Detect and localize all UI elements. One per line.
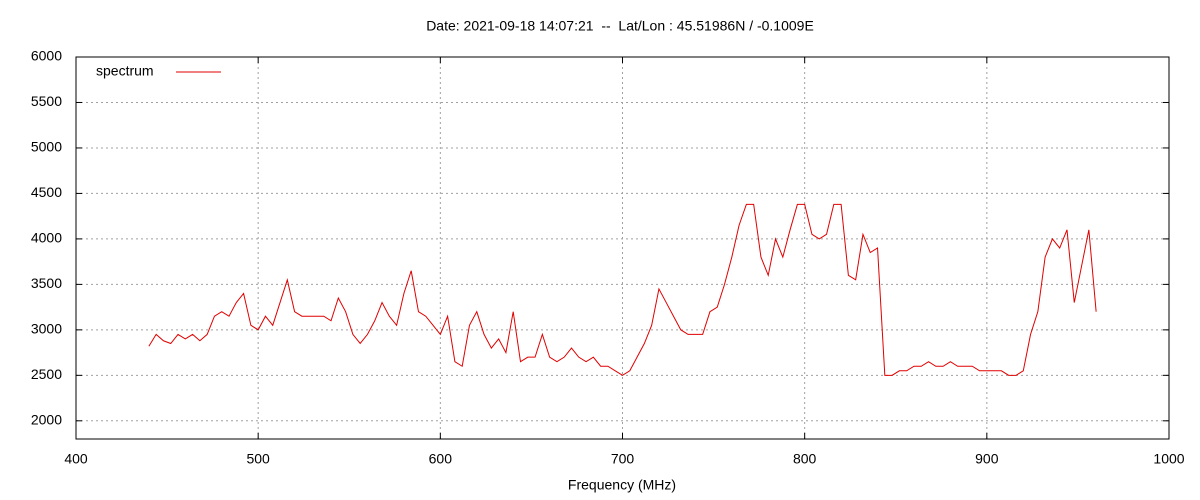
x-tick-label: 800 — [793, 451, 817, 467]
x-tick-label: 600 — [429, 451, 453, 467]
y-tick-label: 5500 — [31, 93, 62, 109]
x-tick-label: 400 — [64, 451, 88, 467]
plot-border — [75, 56, 1170, 440]
y-tick-label: 6000 — [31, 48, 62, 64]
legend-label: spectrum — [96, 63, 154, 79]
y-tick-label: 5000 — [31, 139, 62, 155]
y-tick-label: 4000 — [31, 230, 62, 246]
y-tick-label: 3000 — [31, 321, 62, 337]
spectrum-line — [148, 203, 1097, 376]
y-tick-label: 3500 — [31, 275, 62, 291]
y-tick-label: 2500 — [31, 366, 62, 382]
x-tick-label: 900 — [975, 451, 999, 467]
x-tick-label: 500 — [246, 451, 270, 467]
x-tick-label: 700 — [611, 451, 635, 467]
x-axis-label: Frequency (MHz) — [568, 477, 676, 493]
y-tick-label: 4500 — [31, 184, 62, 200]
chart-title: Date: 2021-09-18 14:07:21 -- Lat/Lon : 4… — [426, 18, 814, 34]
x-tick-label: 1000 — [1153, 451, 1184, 467]
y-tick-label: 2000 — [31, 412, 62, 428]
